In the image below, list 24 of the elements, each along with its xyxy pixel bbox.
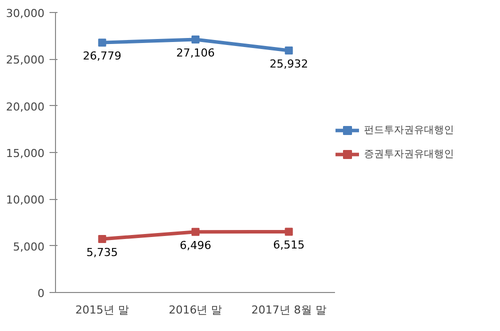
x-tick-label: 2015년 말 [75, 304, 129, 316]
point [98, 234, 106, 243]
y-tick-label: 15,000 [6, 147, 45, 160]
legend-label: 펀드투자권유대행인 [364, 124, 454, 137]
legend-label: 증권투자권유대행인 [364, 148, 454, 161]
y-tick-label: 10,000 [6, 194, 45, 207]
data-label: 6,496 [180, 238, 212, 252]
y-tick-label: 30,000 [6, 7, 45, 20]
point [192, 36, 200, 44]
data-label: 6,515 [273, 238, 305, 252]
data-label: 25,932 [270, 57, 308, 70]
y-tick-label: 25,000 [6, 54, 45, 67]
point [98, 38, 106, 47]
point [192, 228, 200, 236]
point [284, 228, 293, 236]
data-label: 27,106 [176, 46, 215, 60]
data-label: 26,779 [82, 50, 122, 63]
x-tick-label: 2016년 말 [168, 304, 222, 316]
y-tick-label: 20,000 [6, 100, 45, 114]
x-tick-label: 2017년 8월 말 [251, 304, 326, 316]
point [284, 46, 293, 54]
y-tick-label: 5,000 [13, 240, 45, 254]
y-tick-label: 0 [38, 287, 44, 300]
data-label: 5,735 [86, 246, 118, 259]
